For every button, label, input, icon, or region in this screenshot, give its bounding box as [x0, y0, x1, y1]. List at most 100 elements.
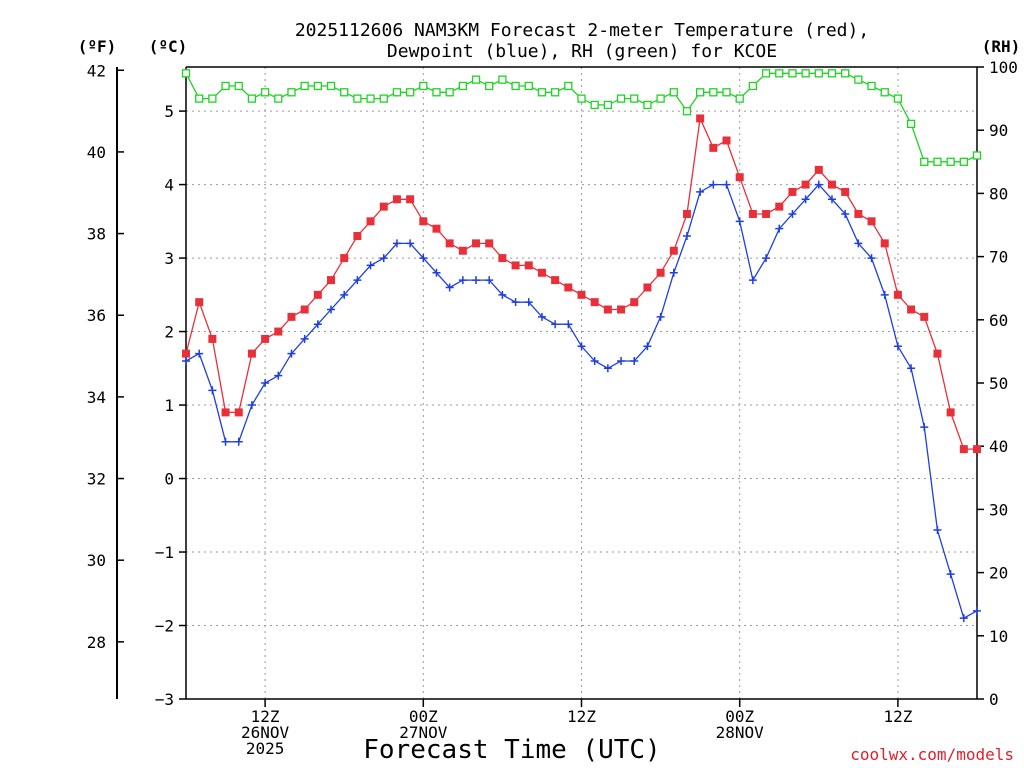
- rh-point: [260, 88, 270, 97]
- dewpoint-point: [511, 298, 520, 307]
- rh-point: [419, 81, 428, 91]
- x-axis-title: Forecast Time (UTC): [363, 735, 660, 765]
- series-temperature: [182, 114, 981, 454]
- dewpoint-point: [735, 217, 744, 226]
- dewpoint-point: [406, 239, 415, 248]
- temperature-point: [827, 180, 836, 189]
- temperature-point: [643, 283, 652, 292]
- fahrenheit-tick-label: 40: [87, 143, 106, 162]
- temperature-point: [814, 165, 823, 174]
- rh-point: [761, 69, 771, 78]
- dewpoint-point: [366, 261, 375, 270]
- temperature-point: [366, 217, 375, 226]
- temperature-point: [656, 268, 665, 277]
- dewpoint-point: [762, 254, 771, 263]
- temperature-point: [485, 239, 494, 248]
- dewpoint-point: [392, 239, 401, 248]
- axes: [116, 66, 978, 700]
- temperature-point: [762, 209, 771, 218]
- dewpoint-point: [656, 312, 665, 321]
- rh-point: [906, 119, 916, 129]
- dewpoint-point: [748, 276, 757, 285]
- temperature-point: [788, 187, 797, 196]
- temperature-point: [274, 327, 283, 336]
- temperature-point: [406, 195, 415, 204]
- temperature-point: [669, 246, 678, 255]
- dewpoint-point: [696, 187, 705, 196]
- dewpoint-point: [472, 276, 481, 285]
- temperature-point: [379, 202, 388, 211]
- rh-tick-label: 80: [989, 184, 1008, 203]
- rh-point: [854, 75, 863, 84]
- rh-point: [643, 100, 652, 110]
- rh-point: [827, 69, 837, 78]
- temperature-point: [748, 209, 757, 218]
- temperature-point: [933, 349, 942, 358]
- rh-tick-label: 60: [989, 311, 1008, 330]
- rh-point: [946, 157, 955, 166]
- temperature-point: [880, 239, 889, 248]
- temperature-point: [973, 445, 981, 454]
- dewpoint-point: [195, 349, 204, 358]
- temperature-point: [709, 143, 718, 152]
- rh-point: [445, 88, 454, 97]
- rh-point: [682, 107, 692, 116]
- credit-label: coolwx.com/models: [850, 745, 1014, 764]
- rh-point: [471, 75, 481, 84]
- time-tick-label: 12Z: [567, 707, 596, 726]
- fahrenheit-unit-label: (ºF): [78, 37, 117, 56]
- rh-point: [893, 94, 903, 103]
- dewpoint-point: [300, 334, 309, 343]
- dewpoint-point: [498, 290, 507, 299]
- dewpoint-point: [577, 342, 586, 351]
- dewpoint-point: [907, 364, 916, 373]
- temperature-point: [920, 312, 929, 321]
- rh-point: [669, 88, 678, 97]
- dewpoint-point: [973, 606, 981, 615]
- temperature-point: [511, 261, 520, 270]
- dewpoint-point: [933, 525, 942, 534]
- temperature-point: [617, 305, 626, 314]
- rh-point: [841, 69, 850, 78]
- rh-point: [511, 81, 520, 91]
- rh-point: [959, 157, 968, 166]
- temperature-point: [313, 290, 322, 299]
- rh-point: [550, 88, 560, 97]
- temperature-point: [432, 224, 441, 233]
- rh-point: [920, 157, 929, 166]
- dewpoint-point: [867, 254, 876, 263]
- dewpoint-point: [221, 437, 230, 446]
- rh-tick-label: 40: [989, 437, 1008, 456]
- fahrenheit-tick-label: 42: [87, 61, 106, 80]
- celsius-tick-label: −2: [155, 617, 174, 636]
- temperature-point: [946, 408, 955, 417]
- rh-point: [195, 94, 204, 103]
- rh-point: [379, 94, 388, 103]
- rh-tick-label: 50: [989, 374, 1008, 393]
- dewpoint-point: [617, 356, 626, 365]
- rh-axis: 0 10 20 30 40 50 60 70 80 90 100: [977, 58, 1018, 709]
- temperature-point: [722, 136, 731, 145]
- dewpoint-point: [920, 423, 929, 432]
- temperature-point: [182, 349, 190, 358]
- rh-point: [616, 94, 626, 103]
- temperature-point: [498, 254, 507, 263]
- temperature-point: [300, 305, 309, 314]
- rh-point: [775, 69, 784, 78]
- temperature-point: [247, 349, 256, 358]
- dewpoint-point: [788, 209, 797, 218]
- dewpoint-point: [880, 290, 889, 299]
- time-tick-label: 12Z: [883, 707, 912, 726]
- rh-point: [590, 100, 599, 110]
- temperature-point: [775, 202, 784, 211]
- dewpoint-point: [669, 268, 678, 277]
- dewpoint-point: [814, 180, 823, 189]
- rh-point: [208, 94, 217, 103]
- dewpoint-point: [630, 356, 639, 365]
- rh-point: [340, 88, 349, 97]
- temperature-point: [287, 312, 296, 321]
- dewpoint-point: [682, 232, 691, 241]
- rh-point: [234, 81, 243, 91]
- celsius-tick-label: 0: [164, 470, 174, 489]
